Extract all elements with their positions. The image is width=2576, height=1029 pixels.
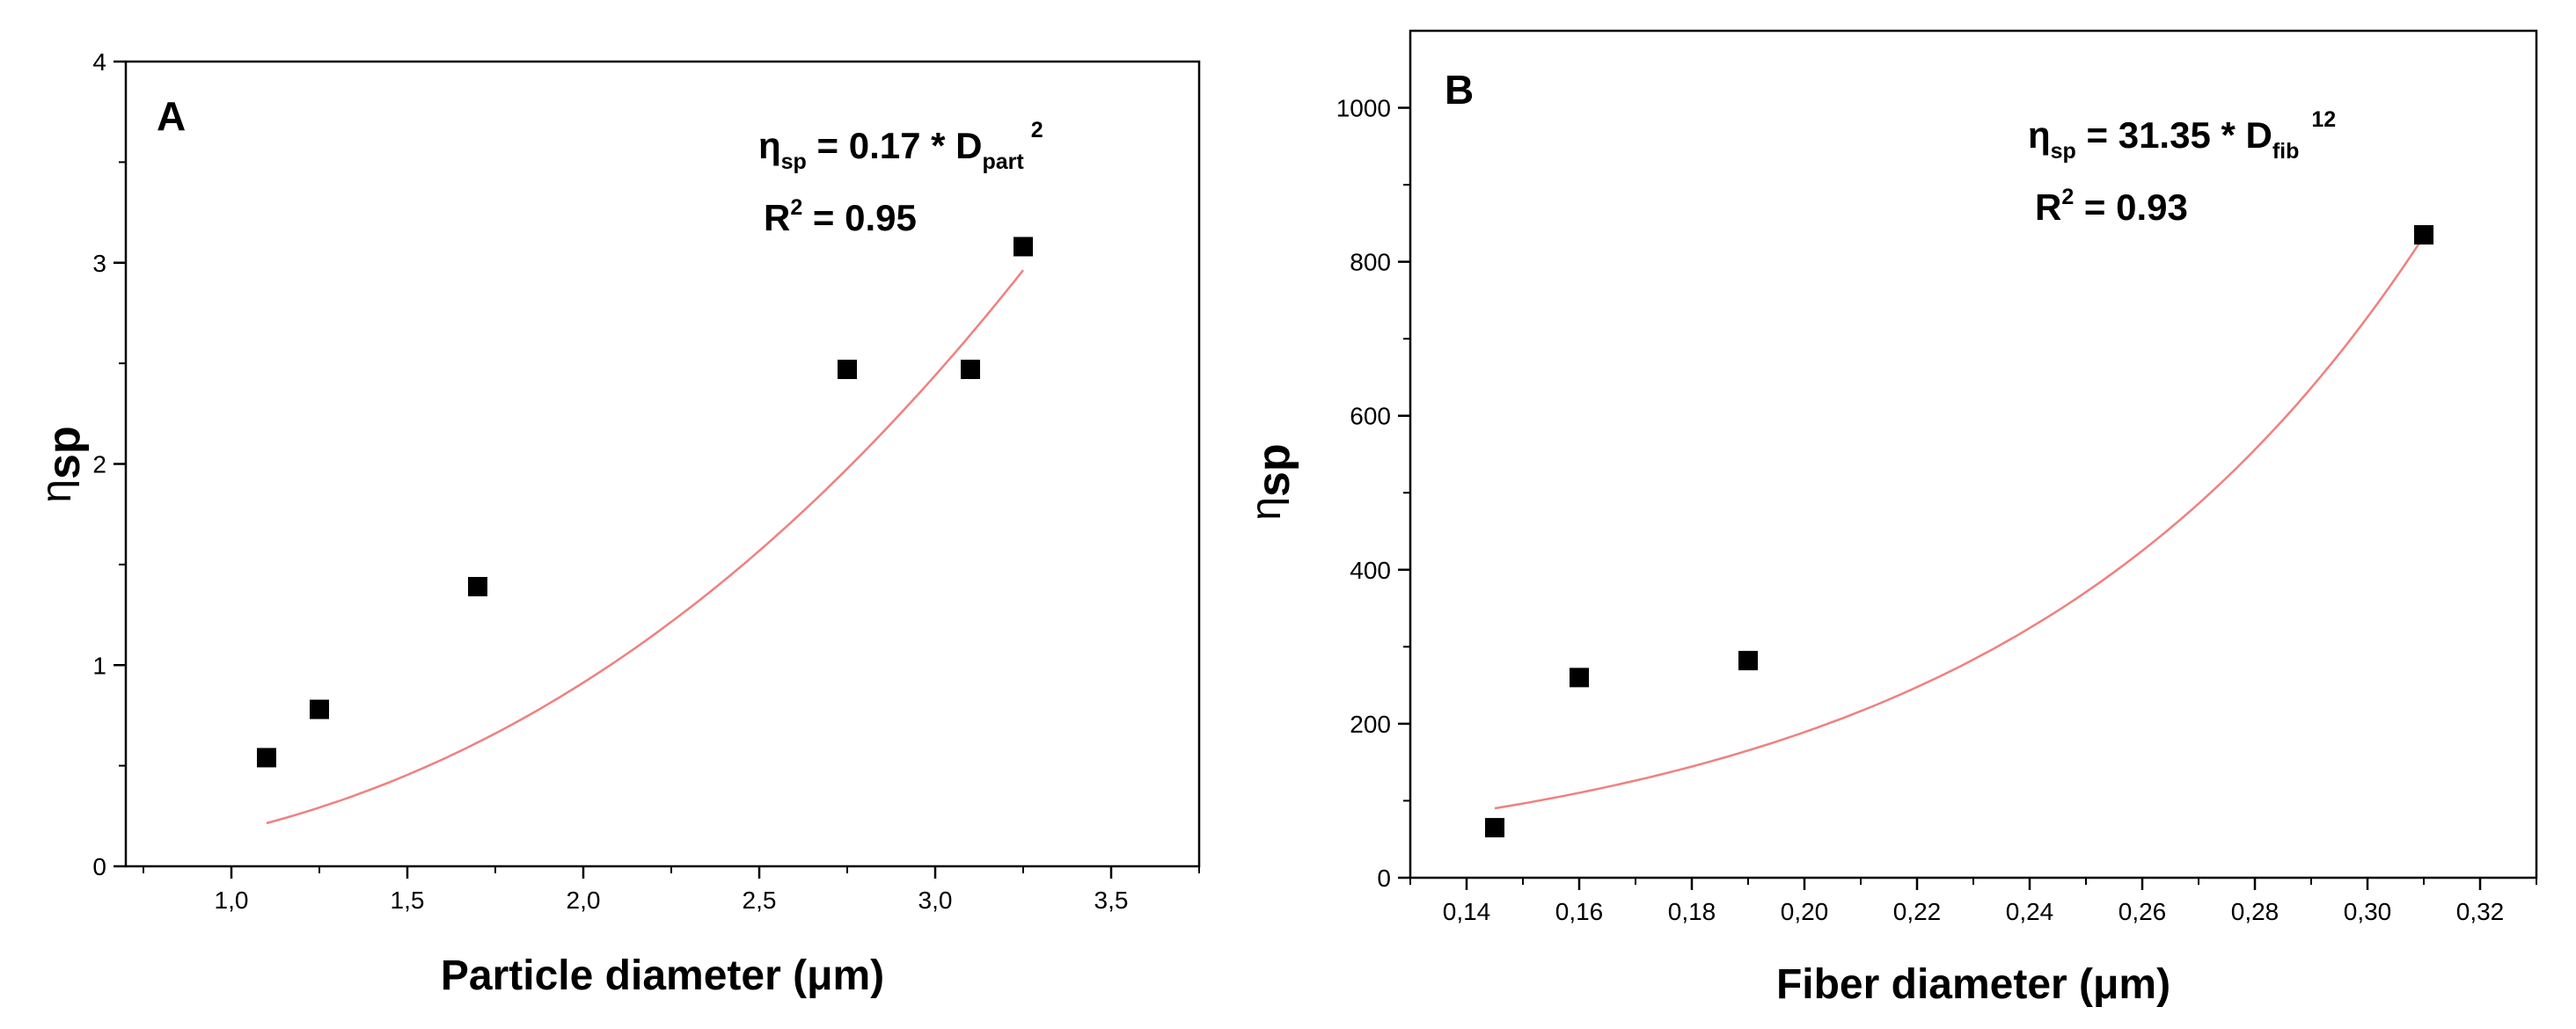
- y-tick-label: 600: [1350, 403, 1391, 430]
- panel-label-a: A: [157, 93, 186, 139]
- r-squared-b: R2 = 0.93: [2035, 185, 2188, 228]
- x-axis-ticks-a: 1,0 1,5 2,0 2,5 3,0 3,5: [143, 866, 1200, 914]
- y-axis-label-a: ηsp: [33, 426, 90, 502]
- data-point: [2414, 224, 2433, 244]
- x-tick-label: 0,24: [2006, 898, 2054, 925]
- y-tick-label: 200: [1350, 711, 1391, 738]
- x-tick-label: 0,32: [2456, 898, 2505, 925]
- x-tick-label: 0,28: [2231, 898, 2280, 925]
- x-tick-label: 0,14: [1443, 898, 1491, 925]
- x-tick-label: 0,16: [1555, 898, 1604, 925]
- data-points-a: [257, 237, 1033, 768]
- r-squared-a: R2 = 0.95: [764, 195, 917, 238]
- fit-curve-b: [1494, 236, 2426, 810]
- data-point: [468, 577, 487, 597]
- panel-a: 0 1 2 3 4 1,0 1,5 2,0 2,5 3,0 3,5 A ηsp = 0.17 * …: [33, 48, 1201, 999]
- y-tick-label: 0: [1377, 865, 1391, 892]
- y-axis-ticks-b: 0 200 400 600 800 1000: [1336, 95, 1410, 892]
- data-point: [1738, 651, 1758, 671]
- equation-b: ηsp = 31.35 * Dfib12: [2028, 107, 2336, 164]
- data-point: [1570, 668, 1589, 688]
- data-point: [1014, 237, 1033, 257]
- x-axis-label-b: Fiber diameter (μm): [1776, 961, 2170, 1008]
- x-tick-label: 0,26: [2119, 898, 2167, 925]
- y-tick-label: 1: [92, 652, 106, 679]
- data-point: [838, 359, 857, 379]
- x-tick-label: 2,5: [743, 887, 777, 914]
- data-points-b: [1485, 224, 2433, 838]
- x-tick-label: 0,20: [1781, 898, 1829, 925]
- y-tick-label: 3: [92, 250, 106, 277]
- y-tick-label: 1000: [1336, 95, 1391, 122]
- x-axis-label-a: Particle diameter (μm): [441, 952, 884, 999]
- x-tick-label: 2,0: [567, 887, 601, 914]
- y-tick-label: 0: [92, 853, 106, 880]
- y-axis-label-b: ηsp: [1243, 443, 1299, 520]
- y-tick-label: 800: [1350, 249, 1391, 276]
- data-point: [310, 699, 329, 719]
- x-tick-label: 1,0: [215, 887, 249, 914]
- plot-frame-a: [124, 60, 1201, 868]
- fit-curve-a: [266, 269, 1024, 825]
- panel-label-b: B: [1445, 67, 1474, 113]
- y-axis-ticks-a: 0 1 2 3 4: [92, 48, 126, 880]
- data-point: [257, 748, 276, 768]
- x-tick-label: 1,5: [391, 887, 425, 914]
- x-tick-label: 3,5: [1094, 887, 1129, 914]
- y-tick-label: 4: [92, 48, 106, 76]
- x-axis-ticks-b: 0,14 0,16 0,18 0,20 0,22 0,24 0,26 0,28 0,30 0,32: [1409, 878, 2537, 925]
- y-tick-label: 400: [1350, 557, 1391, 584]
- data-point: [1485, 818, 1504, 838]
- equation-a: ηsp = 0.17 * Dpart2: [758, 118, 1043, 174]
- x-tick-label: 0,22: [1893, 898, 1942, 925]
- x-tick-label: 0,30: [2344, 898, 2392, 925]
- x-tick-label: 3,0: [918, 887, 953, 914]
- data-point: [961, 359, 980, 379]
- x-tick-label: 0,18: [1668, 898, 1716, 925]
- y-tick-label: 2: [92, 451, 106, 478]
- plot-frame-b: [1409, 29, 2538, 879]
